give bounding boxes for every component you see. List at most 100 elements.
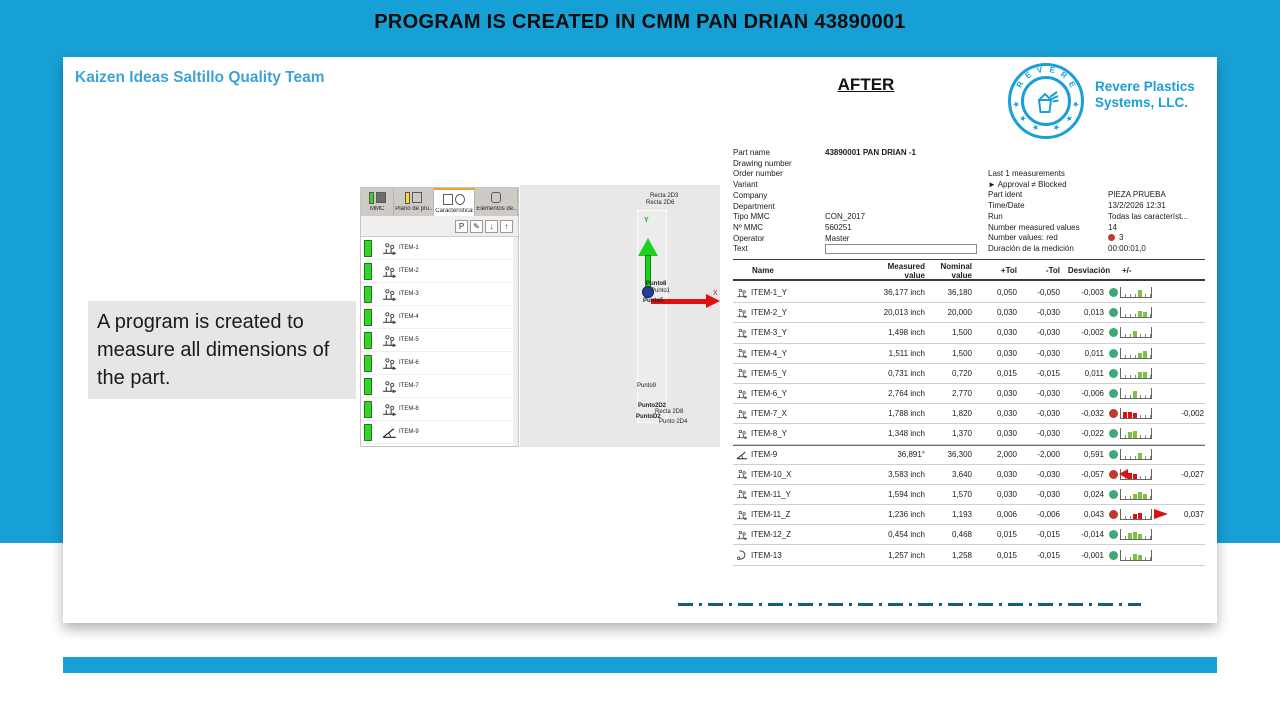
badge-star-icon: ★ [1071,100,1080,108]
measured-value: 0,454 inch [888,530,925,540]
histogram-cell [1118,367,1154,379]
plus-tolerance: 0,006 [996,510,1017,520]
tab-mmc[interactable]: MMC [361,188,395,216]
table-row[interactable]: ITEM-6_Y 2,764 inch 2,770 0,030 -0,030 -0,006 [733,384,1205,405]
brand-line-1: Revere Plastics [1095,79,1195,94]
measured-value: 1,348 inch [888,429,925,439]
viewport-label: Punto5 [643,298,664,304]
table-row[interactable]: ITEM-9 36,891° 36,300 2,000 -2,000 0,591 [733,444,1205,465]
info-value: 13/2/2026 12:31 [1108,201,1166,211]
overrun-value: 0,037 [1183,510,1204,520]
hand-icon [491,192,502,203]
table-row[interactable]: ITEM-1_Y 36,177 inch 36,180 0,050 -0,050 -0,0… [733,283,1205,304]
cmm-list-item[interactable]: ITEM-2 [361,260,518,283]
info-label: Company [733,190,768,200]
status-indicator [1104,389,1118,399]
deviation-histogram [1120,408,1152,420]
distance-icon [733,348,751,359]
minus-tolerance: -0,050 [1037,288,1060,298]
histogram-bar [1143,350,1147,358]
distance-icon [381,265,397,278]
nominal-value: 1,820 [951,409,972,419]
status-dot [1109,429,1118,439]
row-name: ITEM-12_Z [751,530,792,540]
info-row: Number measured values 14 [988,223,1208,233]
histogram-bar [1138,352,1142,358]
deviation-histogram [1120,529,1152,541]
info-label: ► Approval ≠ Blocked [988,179,1067,189]
status-dot [1109,308,1118,318]
scrollbar[interactable] [513,237,518,446]
viewport-label: Punto1 [651,288,671,294]
info-label: Time/Date [988,201,1025,211]
column-header: Name [752,266,774,275]
item-label: ITEM-8 [399,406,419,412]
minus-tolerance: -0,030 [1037,308,1060,318]
histogram-bar [1133,532,1137,540]
page-icon [443,194,454,205]
status-indicator [1104,288,1118,298]
profile-icon [733,550,751,561]
table-row[interactable]: ITEM-5_Y 0,731 inch 0,720 0,015 -0,015 0,011 [733,364,1205,384]
table-row[interactable]: ITEM-3_Y 1,498 inch 1,500 0,030 -0,030 -0,002 [733,323,1205,344]
out-of-tolerance-arrow-left [1119,468,1128,479]
x-axis-label: X [713,290,718,297]
table-row[interactable]: ITEM-10_X 3,583 inch 3,640 0,030 -0,030 -0,05… [733,465,1205,485]
status-dot [1109,348,1118,358]
info-row: Nº MMC 560251 [733,223,985,233]
info-label: Text [733,244,748,254]
cmm-list-item[interactable]: ITEM-6 [361,352,518,375]
badge-star-icon: ★ [1012,100,1021,108]
toolbar-button-up[interactable]: ↑ [500,219,513,233]
toolbar-button-p[interactable]: P [455,219,468,233]
cmm-feature-panel: MMC Plano de pru... Características Elem… [360,187,519,447]
minus-tolerance: -0,030 [1037,389,1060,399]
nominal-value: 2,770 [951,389,972,399]
item-label: ITEM-7 [399,383,419,389]
tab-plano-de-prueba[interactable]: Plano de pru... [394,188,435,216]
note-box: A program is created to measure all dime… [88,301,356,399]
cmm-list-item[interactable]: ITEM-5 [361,329,518,352]
table-row[interactable]: ITEM-13 1,257 inch 1,258 0,015 -0,015 -0,001 [733,545,1205,566]
distance-icon [733,288,751,298]
cmm-list-item[interactable]: ITEM-7 [361,375,518,398]
tab-elementos[interactable]: Elementos de... [475,188,518,216]
cmm-list-item[interactable]: ITEM-9 [361,421,518,444]
deviation-value: 0,591 [1083,450,1104,460]
histogram-bar [1128,432,1132,439]
histogram-cell [1118,549,1154,561]
distance-icon [733,328,751,338]
table-row[interactable]: ITEM-8_Y 1,348 inch 1,370 0,030 -0,030 -0,022 [733,424,1205,445]
table-row[interactable]: ITEM-11_Y 1,594 inch 1,570 0,030 -0,030 0,024 [733,485,1205,506]
plus-tolerance: 2,000 [996,450,1017,460]
histogram-bar [1123,412,1127,419]
status-dot [1109,409,1118,419]
deviation-histogram [1120,488,1152,500]
cmm-list-item[interactable]: ITEM-1 [361,237,518,260]
cmm-list-item[interactable]: ITEM-4 [361,306,518,329]
tab-caracteristicas[interactable]: Características [434,188,476,216]
overrun-value: -0,027 [1181,469,1204,479]
table-row[interactable]: ITEM-4_Y 1,511 inch 1,500 0,030 -0,030 0,011 [733,344,1205,364]
cmm-list-item[interactable]: ITEM-3 [361,283,518,306]
toolbar-button-down[interactable]: ↓ [485,219,498,233]
deviation-value: -0,006 [1081,389,1104,399]
histogram-bar [1138,371,1142,378]
note-text: A program is created to measure all dime… [97,311,330,389]
content-card: Kaizen Ideas Saltillo Quality Team AFTER… [63,57,1217,623]
toolbar-button-edit[interactable]: ✎ [470,219,483,233]
table-row[interactable]: ITEM-11_Z 1,236 inch 1,193 0,006 -0,006 0,043… [733,505,1205,526]
status-dot [1109,530,1118,540]
table-row[interactable]: ITEM-7_X 1,788 inch 1,820 0,030 -0,030 -0,032… [733,404,1205,425]
info-row: Operator Master [733,234,985,244]
stage-label: AFTER [837,75,895,94]
table-row[interactable]: ITEM-2_Y 20,013 inch 20,000 0,030 -0,030 0,01… [733,303,1205,324]
status-indicator [1104,550,1118,560]
text-field[interactable] [825,244,977,255]
table-row[interactable]: ITEM-12_Z 0,454 inch 0,468 0,015 -0,015 -0,01… [733,525,1205,546]
info-row: Department [733,202,985,212]
distance-icon [733,530,751,540]
distance-icon [733,510,751,520]
cmm-list-item[interactable]: ITEM-8 [361,398,518,421]
pass-status-bar [364,354,372,372]
